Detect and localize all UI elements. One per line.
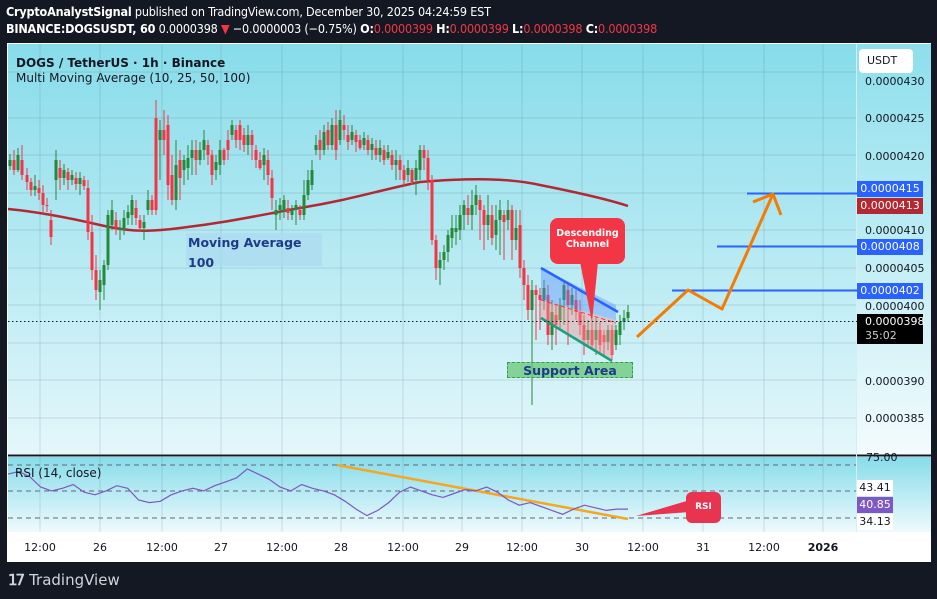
rsi-tick: 75.00 — [866, 451, 898, 464]
callout-line-1: Descending — [556, 228, 619, 239]
price-tick: 0.0000425 — [865, 112, 925, 125]
level-tag-0000402: 0.0000402 — [857, 283, 923, 299]
open-label: O: — [360, 21, 374, 36]
price-tick: 0.0000400 — [865, 300, 925, 313]
tradingview-logo[interactable]: 𝟣𝟩 TradingView — [8, 571, 120, 589]
publish-info: CryptoAnalystSignal published on Trading… — [6, 4, 491, 19]
low-label: L: — [512, 21, 524, 36]
brand-name: TradingView — [29, 571, 120, 589]
level-tag-0000408: 0.0000408 — [857, 239, 923, 255]
symbol-label: BINANCE:DOGSUSDT, 60 — [6, 21, 156, 36]
bar-countdown: 35:02 — [865, 329, 897, 342]
price-change: −0.0000003 (−0.75%) — [232, 21, 357, 36]
support-area-box[interactable]: Support Area — [507, 362, 633, 378]
time-tick: 30 — [575, 541, 589, 554]
currency-selector[interactable]: USDT — [859, 49, 913, 73]
open-value: 0.0000399 — [373, 21, 433, 36]
time-tick: 12:00 — [146, 541, 178, 554]
time-tick: 12:00 — [506, 541, 538, 554]
price-tick: 0.0000390 — [865, 375, 925, 388]
time-tick: 29 — [455, 541, 469, 554]
time-tick: 12:00 — [387, 541, 419, 554]
time-tick: 28 — [334, 541, 348, 554]
rsi-level-lower: 34.13 — [857, 514, 893, 530]
publish-text: published on TradingView.com, December 3… — [134, 4, 491, 19]
time-tick: 2026 — [807, 541, 839, 554]
time-tick: 26 — [93, 541, 107, 554]
ma100-value-tag: 0.0000413 — [857, 198, 923, 214]
low-value: 0.0000398 — [523, 21, 583, 36]
current-price: 0.0000398 — [865, 315, 925, 328]
rsi-current-value: 40.85 — [857, 497, 893, 513]
time-tick: 12:00 — [266, 541, 298, 554]
time-tick: 12:00 — [748, 541, 780, 554]
time-tick: 12:00 — [24, 541, 56, 554]
high-value: 0.0000399 — [449, 21, 509, 36]
time-tick: 31 — [696, 541, 710, 554]
level-tag-0000415: 0.0000415 — [857, 181, 923, 197]
high-label: H: — [436, 21, 450, 36]
callout-line-2: Channel — [565, 239, 610, 250]
rsi-level-upper: 43.41 — [857, 480, 893, 496]
price-tick: 0.0000405 — [865, 262, 925, 275]
close-label: C: — [585, 21, 599, 36]
symbol-info: BINANCE:DOGSUSDT, 60 0.0000398 ▼ −0.0000… — [6, 21, 657, 36]
time-tick: 27 — [214, 541, 228, 554]
price-tick: 0.0000420 — [865, 150, 925, 163]
current-price-tag: 0.0000398 35:02 — [857, 314, 925, 344]
rsi-callout[interactable]: RSI — [686, 492, 721, 523]
down-arrow-icon: ▼ — [220, 21, 230, 36]
price-tick: 0.0000385 — [865, 412, 925, 425]
last-price: 0.0000398 — [158, 21, 218, 36]
descending-channel-callout[interactable]: Descending Channel — [550, 218, 625, 264]
ma100-annotation[interactable]: Moving Average 100 — [186, 233, 322, 270]
close-value: 0.0000398 — [598, 21, 658, 36]
rsi-legend[interactable]: RSI (14, close) — [15, 466, 102, 480]
author-name: CryptoAnalystSignal — [6, 4, 132, 19]
price-tick: 0.0000430 — [865, 75, 925, 88]
drawings — [8, 192, 857, 521]
chart-title[interactable]: DOGS / TetherUS · 1h · Binance — [16, 56, 226, 70]
price-pane[interactable] — [8, 44, 856, 454]
rsi-line — [7, 468, 628, 517]
time-tick: 12:00 — [627, 541, 659, 554]
price-tick: 0.0000410 — [865, 224, 925, 237]
indicator-legend[interactable]: Multi Moving Average (10, 25, 50, 100) — [16, 71, 251, 85]
tradingview-logo-icon: 𝟣𝟩 — [8, 571, 25, 589]
